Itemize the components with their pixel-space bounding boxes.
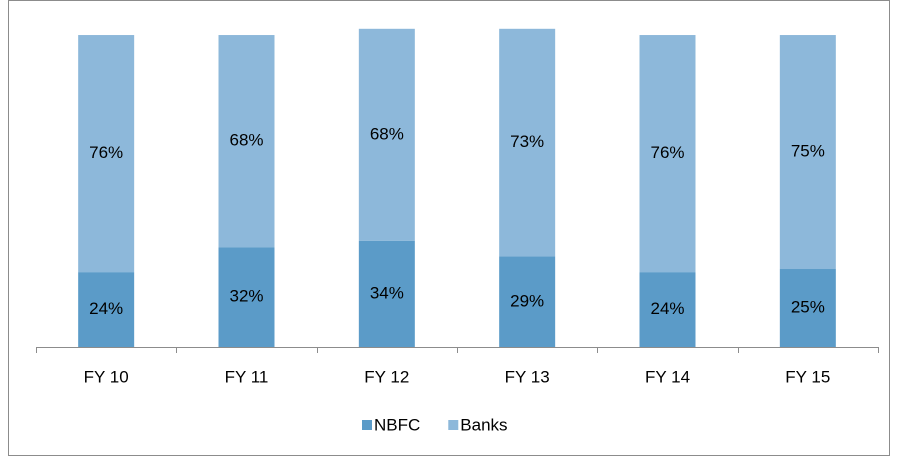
- x-tick-label: FY 11: [225, 367, 269, 386]
- bar-segment: [358, 28, 415, 241]
- x-tick-label: FY 14: [645, 367, 690, 386]
- data-label: 73%: [510, 132, 544, 151]
- data-label: 32%: [229, 287, 263, 306]
- chart-border: [8, 0, 890, 456]
- data-label: 25%: [791, 297, 825, 316]
- legend-swatch: [362, 420, 372, 430]
- data-label: 76%: [650, 143, 684, 162]
- bar-segment: [779, 35, 836, 270]
- data-label: 68%: [370, 124, 404, 143]
- bar-segment: [499, 256, 556, 347]
- bar-segment: [639, 35, 696, 273]
- x-tick-label: FY 15: [785, 367, 830, 386]
- data-label: 24%: [650, 299, 684, 318]
- bar-segment: [499, 28, 556, 257]
- legend-swatch: [448, 420, 459, 430]
- data-label: 75%: [791, 142, 825, 161]
- data-label: 24%: [89, 299, 123, 318]
- bar-segment: [639, 272, 696, 347]
- data-label: 29%: [510, 291, 544, 310]
- bar-segment: [358, 240, 415, 347]
- data-label: 76%: [89, 143, 123, 162]
- data-label: 34%: [370, 283, 404, 302]
- legend-label: Banks: [460, 415, 507, 434]
- bar-segment: [779, 269, 836, 347]
- bar-segment: [78, 272, 135, 347]
- x-tick-label: FY 12: [364, 367, 409, 386]
- data-label: 68%: [229, 131, 263, 150]
- bar-segment: [218, 247, 275, 347]
- bar-segment: [78, 35, 135, 273]
- legend-label: NBFC: [374, 415, 420, 434]
- x-tick-label: FY 13: [505, 367, 550, 386]
- bar-segment: [218, 35, 275, 248]
- x-tick-label: FY 10: [84, 367, 129, 386]
